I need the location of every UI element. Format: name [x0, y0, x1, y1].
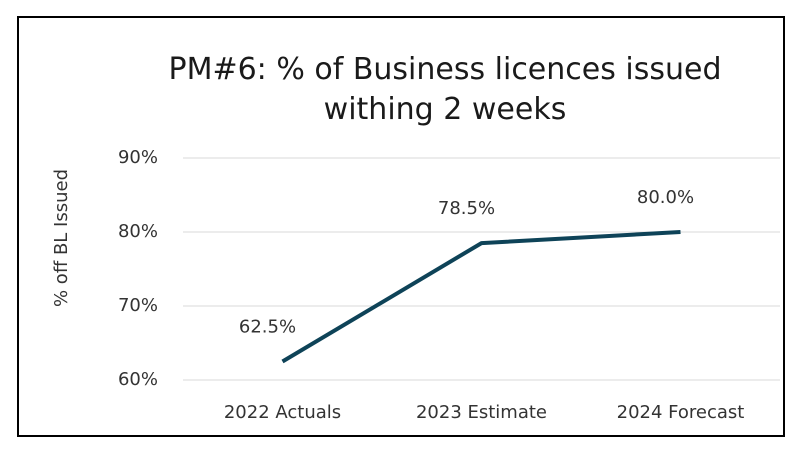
data-label: 80.0%: [637, 187, 694, 208]
y-tick-label: 60%: [118, 369, 158, 390]
y-tick-label: 80%: [118, 221, 158, 242]
chart-title: PM#6: % of Business licences issued with…: [168, 52, 722, 127]
y-axis-label: % off BL Issued: [51, 169, 72, 307]
x-tick-label: 2022 Actuals: [224, 402, 341, 423]
data-label: 78.5%: [438, 198, 495, 219]
y-tick-label: 70%: [118, 295, 158, 316]
y-tick-label: 90%: [118, 147, 158, 168]
x-tick-label: 2024 Forecast: [617, 402, 745, 423]
data-label: 62.5%: [239, 317, 296, 338]
line: [281, 230, 681, 364]
chart-border: [17, 16, 785, 437]
x-tick-label: 2023 Estimate: [416, 402, 547, 423]
